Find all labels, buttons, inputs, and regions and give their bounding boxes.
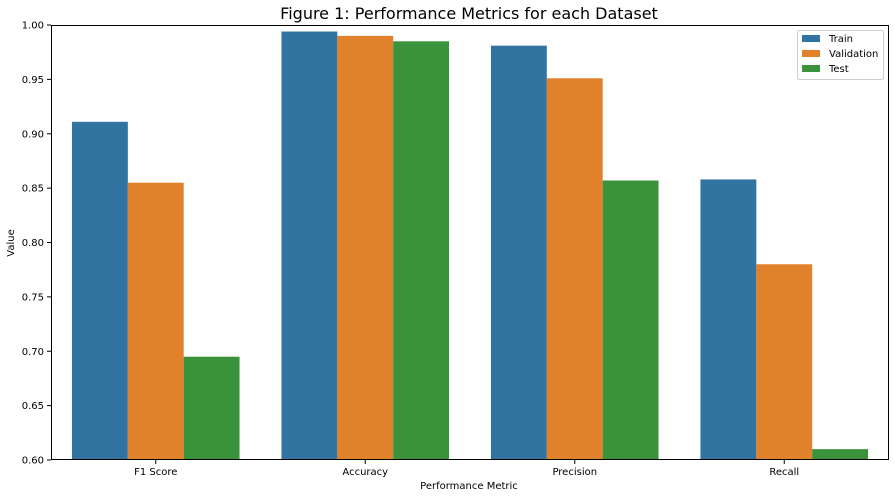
y-tick-label: 0.80 xyxy=(22,238,44,249)
bar-test-recall xyxy=(812,449,869,461)
bar-validation-f1-score xyxy=(127,182,184,460)
legend-swatch-test xyxy=(802,65,820,72)
x-axis: F1 Score Accuracy Precision Recall xyxy=(134,460,799,478)
legend-swatch-train xyxy=(802,35,820,42)
y-tick-label: 0.75 xyxy=(22,292,44,303)
x-axis-label: Performance Metric xyxy=(420,481,518,492)
bar-train-recall xyxy=(700,179,757,460)
x-tick-label: Recall xyxy=(769,467,799,478)
y-axis: 0.60 0.65 0.70 0.75 0.80 0.85 0.90 0.95 1.00 xyxy=(22,21,51,467)
x-tick-label: Precision xyxy=(552,467,597,478)
legend-swatch-validation xyxy=(802,50,820,57)
bar-train-f1-score xyxy=(71,121,128,460)
legend-label-train: Train xyxy=(828,34,853,45)
bar-test-accuracy xyxy=(393,41,450,461)
y-axis-label: Value xyxy=(6,229,17,256)
bar-test-precision xyxy=(602,180,659,460)
legend: Train Validation Test xyxy=(797,30,884,80)
bar-validation-accuracy xyxy=(337,35,394,461)
x-tick-label: Accuracy xyxy=(342,467,388,478)
bar-validation-recall xyxy=(756,264,813,460)
legend-label-test: Test xyxy=(828,64,849,75)
y-tick-label: 0.60 xyxy=(22,456,44,467)
bar-test-f1-score xyxy=(183,356,240,460)
y-tick-label: 0.70 xyxy=(22,347,44,358)
y-tick-label: 1.00 xyxy=(22,21,44,32)
y-tick-label: 0.95 xyxy=(22,75,44,86)
plot-frame xyxy=(51,25,889,460)
y-tick-label: 0.65 xyxy=(22,401,44,412)
y-tick-label: 0.85 xyxy=(22,184,44,195)
x-tick-label: F1 Score xyxy=(134,467,177,478)
bar-validation-precision xyxy=(546,78,603,460)
bars-group xyxy=(71,31,869,461)
bar-train-precision xyxy=(490,45,547,460)
chart-title: Figure 1: Performance Metrics for each D… xyxy=(280,4,658,23)
bar-train-accuracy xyxy=(281,31,338,461)
y-tick-label: 0.90 xyxy=(22,129,44,140)
legend-label-validation: Validation xyxy=(829,49,878,60)
